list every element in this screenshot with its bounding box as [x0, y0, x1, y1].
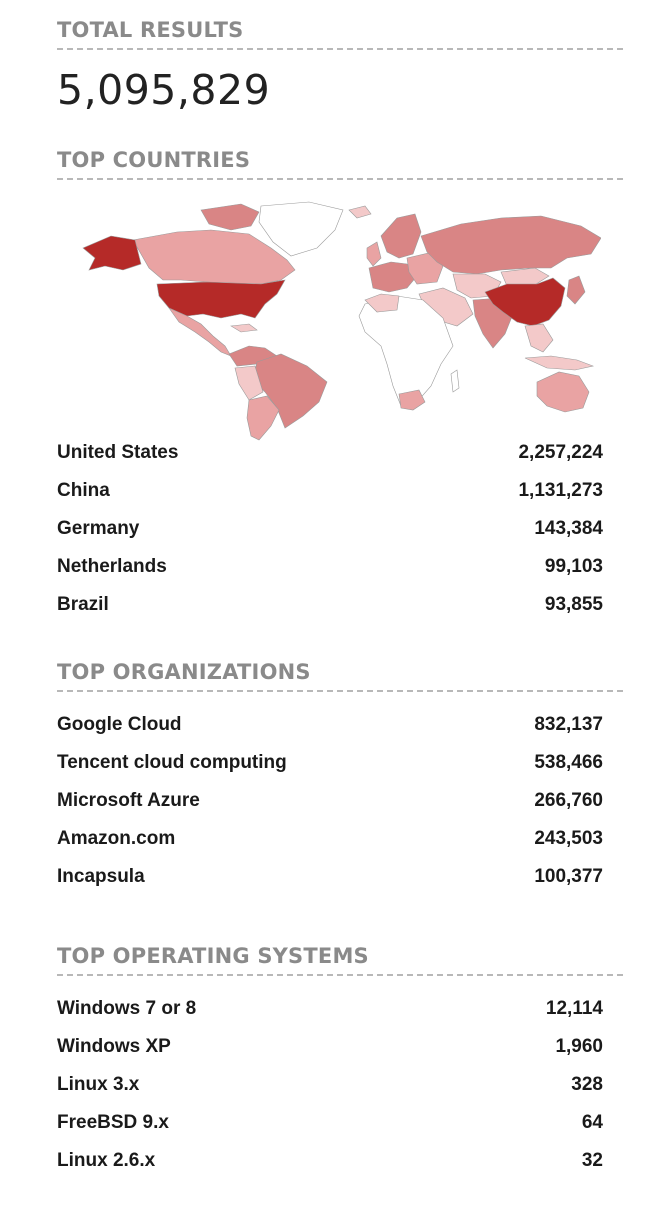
organization-name: Incapsula: [57, 866, 145, 887]
list-item[interactable]: Brazil 93,855: [57, 586, 603, 624]
list-item[interactable]: United States 2,257,224: [57, 434, 603, 472]
map-argentina-chile: [246, 395, 280, 441]
map-north-africa: [364, 293, 400, 313]
list-item[interactable]: Google Cloud 832,137: [57, 706, 603, 744]
map-indonesia: [524, 355, 595, 371]
list-item[interactable]: Windows 7 or 8 12,114: [57, 990, 603, 1028]
organizations-list: Google Cloud 832,137 Tencent cloud compu…: [57, 706, 603, 896]
list-item[interactable]: Tencent cloud computing 538,466: [57, 744, 603, 782]
country-name: China: [57, 480, 110, 501]
os-count: 32: [581, 1150, 603, 1171]
organization-count: 832,137: [534, 714, 603, 735]
operating-systems-list: Windows 7 or 8 12,114 Windows XP 1,960 L…: [57, 990, 603, 1180]
map-japan: [566, 275, 586, 305]
country-name: United States: [57, 442, 179, 463]
list-item[interactable]: Incapsula 100,377: [57, 858, 603, 896]
list-item[interactable]: Linux 3.x 328: [57, 1066, 603, 1104]
organization-count: 100,377: [534, 866, 603, 887]
map-south-africa: [398, 389, 426, 411]
top-operating-systems-heading: TOP OPERATING SYSTEMS: [57, 944, 623, 976]
map-uk: [366, 241, 382, 267]
country-count: 143,384: [534, 518, 603, 539]
os-name: Windows XP: [57, 1036, 171, 1057]
map-china: [484, 277, 566, 327]
os-name: Linux 3.x: [57, 1074, 140, 1095]
map-southeast-asia: [524, 323, 554, 353]
organization-name: Google Cloud: [57, 714, 182, 735]
map-iceland: [348, 205, 372, 219]
map-mongolia: [500, 267, 550, 287]
os-count: 64: [581, 1112, 603, 1133]
map-scandinavia: [380, 213, 422, 259]
organization-count: 538,466: [534, 752, 603, 773]
list-item[interactable]: Windows XP 1,960: [57, 1028, 603, 1066]
country-name: Netherlands: [57, 556, 167, 577]
os-count: 328: [571, 1074, 603, 1095]
world-map-svg: [82, 201, 612, 441]
map-madagascar: [450, 369, 460, 393]
country-name: Brazil: [57, 594, 109, 615]
organization-count: 243,503: [534, 828, 603, 849]
list-item[interactable]: Amazon.com 243,503: [57, 820, 603, 858]
list-item[interactable]: Microsoft Azure 266,760: [57, 782, 603, 820]
os-count: 12,114: [545, 998, 603, 1019]
organization-name: Tencent cloud computing: [57, 752, 287, 773]
total-results-value: 5,095,829: [57, 66, 271, 114]
os-name: FreeBSD 9.x: [57, 1112, 169, 1133]
organization-count: 266,760: [534, 790, 603, 811]
map-alaska: [82, 235, 142, 271]
list-item[interactable]: FreeBSD 9.x 64: [57, 1104, 603, 1142]
organization-name: Amazon.com: [57, 828, 176, 849]
list-item[interactable]: Netherlands 99,103: [57, 548, 603, 586]
country-count: 1,131,273: [518, 480, 603, 501]
map-peru-bolivia: [234, 365, 264, 401]
top-organizations-heading: TOP ORGANIZATIONS: [57, 660, 623, 692]
country-count: 2,257,224: [518, 442, 603, 463]
map-greenland: [258, 201, 344, 257]
country-name: Germany: [57, 518, 140, 539]
organization-name: Microsoft Azure: [57, 790, 200, 811]
top-countries-heading: TOP COUNTRIES: [57, 148, 623, 180]
map-australia: [536, 371, 590, 413]
map-western-europe: [368, 261, 418, 293]
map-caribbean: [230, 323, 258, 333]
total-results-heading: TOTAL RESULTS: [57, 18, 623, 50]
os-name: Linux 2.6.x: [57, 1150, 156, 1171]
country-count: 99,103: [544, 556, 603, 577]
list-item[interactable]: Linux 2.6.x 32: [57, 1142, 603, 1180]
world-map: [81, 196, 612, 442]
map-russia: [420, 215, 602, 275]
os-name: Windows 7 or 8: [57, 998, 197, 1019]
os-count: 1,960: [555, 1036, 603, 1057]
list-item[interactable]: China 1,131,273: [57, 472, 603, 510]
country-count: 93,855: [544, 594, 603, 615]
countries-list: United States 2,257,224 China 1,131,273 …: [57, 434, 603, 624]
map-canada-islands: [200, 203, 260, 231]
list-item[interactable]: Germany 143,384: [57, 510, 603, 548]
map-canada: [132, 229, 296, 285]
